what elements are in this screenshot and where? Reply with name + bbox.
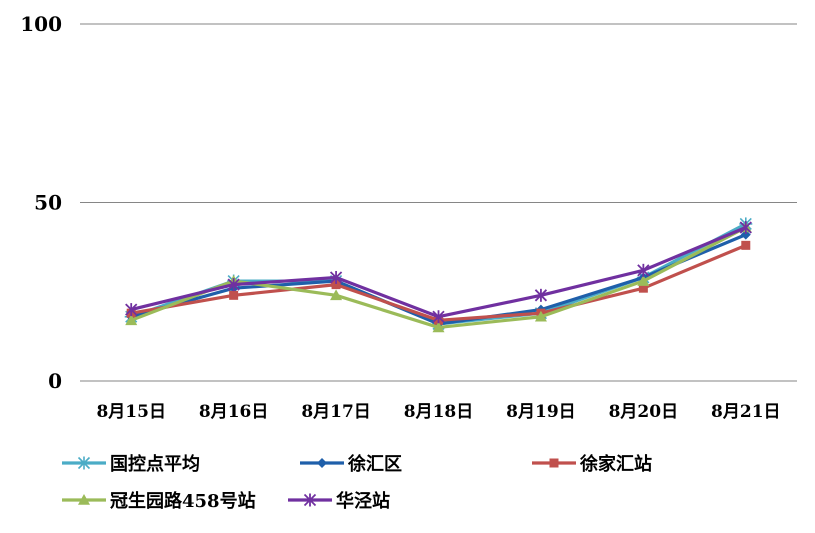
data-point	[330, 289, 343, 301]
data-point	[637, 263, 650, 277]
data-point	[331, 280, 341, 290]
legend-label: 国控点平均	[110, 453, 200, 475]
legend-entry: 徐汇区	[300, 453, 402, 475]
legend-entry: 冠生园路458号站	[62, 490, 256, 512]
data-point	[739, 220, 752, 234]
data-point	[125, 303, 138, 317]
legend-label: 冠生园路458号站	[110, 490, 256, 512]
y-tick-label: 100	[20, 12, 62, 36]
x-tick-label: 8月21日	[711, 402, 781, 422]
data-point	[637, 275, 650, 286]
gridlines	[80, 23, 797, 382]
data-point	[229, 290, 239, 300]
data-point	[432, 321, 445, 333]
data-point	[741, 240, 751, 250]
legend-marker	[549, 458, 559, 468]
legend-entry: 徐家汇站	[532, 453, 652, 475]
series-4	[125, 220, 752, 324]
series-line	[129, 243, 748, 322]
legend-marker	[317, 458, 327, 468]
x-tick-label: 8月19日	[506, 402, 576, 422]
data-point	[638, 283, 648, 293]
legend-entry: 国控点平均	[62, 453, 200, 475]
y-tick-label: 0	[48, 369, 62, 393]
y-tick-label: 50	[34, 191, 62, 215]
x-axis-tick-labels: 8月15日 8月16日 8月17日 8月18日 8月19日 8月20日 8月21日	[96, 402, 780, 422]
data-point	[432, 310, 445, 324]
data-point	[227, 278, 240, 292]
legend-marker	[77, 456, 91, 470]
x-tick-label: 8月20日	[609, 402, 679, 422]
x-tick-label: 8月17日	[301, 402, 371, 422]
data-point	[329, 270, 343, 284]
data-point	[125, 314, 138, 326]
data-point	[534, 288, 548, 302]
data-point	[534, 310, 547, 322]
legend-label: 徐汇区	[347, 453, 402, 475]
legend-label: 华泾站	[336, 490, 390, 512]
legend-entry: 华泾站	[288, 490, 390, 512]
legend-label: 徐家汇站	[579, 453, 652, 475]
x-tick-label: 8月16日	[199, 402, 269, 422]
x-tick-label: 8月18日	[404, 402, 474, 422]
x-tick-label: 8月15日	[96, 402, 166, 422]
series-lines	[124, 217, 753, 333]
legend-marker	[303, 493, 317, 507]
legend-marker	[78, 494, 90, 505]
y-axis-tick-labels: 0 50 100	[20, 12, 62, 393]
